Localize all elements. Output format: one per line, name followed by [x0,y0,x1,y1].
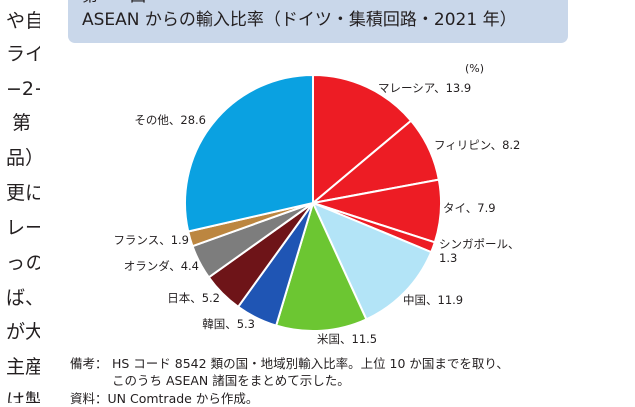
pie-slice-5 [275,202,368,333]
unit-label: (%) [465,62,484,75]
body-text-fragment: や自 [6,10,40,32]
body-text-fragment: 更に [6,182,40,204]
slice-label-0: マレーシア、13.9 [378,81,471,95]
chart-title: ASEAN からの輸入比率（ドイツ・集積回路・2021 年） [82,10,517,30]
figure-title-bar: 第 図 ASEAN からの輸入比率（ドイツ・集積回路・2021 年） [68,0,568,43]
body-text-fragment: は製 [6,390,40,403]
slice-label-2: タイ、7.9 [443,201,496,215]
body-text-fragment: 主産 [6,356,40,378]
body-text-fragment: ば、 [6,287,40,309]
slice-label-3: シンガポール、 1.3 [439,237,520,265]
body-text-fragment: レー [6,217,40,239]
note-line-1: HS コード 8542 類の国・地域別輸入比率。上位 10 か国までを取り、 [112,356,509,371]
pie-slice-0 [312,74,413,204]
pie-slice-4 [312,202,433,321]
note-line-2: このうち ASEAN 諸国をまとめて示した。 [112,373,350,388]
body-text-fragment-column: や自 ライ −2− 第 品） 更に レー っの ば、 が大 主産 は製 [0,0,40,403]
body-text-fragment: −2− [6,78,40,100]
body-text-fragment: ライ [6,43,40,65]
source-note: 資料：UN Comtrade から作成。 [70,391,259,406]
slice-label-7: 日本、5.2 [167,291,220,305]
figure-number-label: 第 図 [82,0,146,4]
body-text-fragment: が大 [6,321,40,343]
note-label: 備考： [70,356,108,371]
pie-slices [184,74,442,333]
slice-labels: マレーシア、13.9 フィリピン、8.2 タイ、7.9 シンガポール、 1.3 中国、11… [113,81,520,346]
slice-label-5: 米国、11.5 [317,332,377,346]
slice-label-8: オランダ、4.4 [124,259,199,273]
slice-label-9: フランス、1.9 [113,233,189,247]
body-text-fragment: っの [6,252,40,274]
slice-label-4: 中国、11.9 [403,293,463,307]
pie-slice-10 [184,74,314,233]
body-text-fragment: 第 [12,112,32,134]
slice-label-1: フィリピン、8.2 [434,138,520,152]
slice-label-6: 韓国、5.3 [202,317,255,331]
slice-label-10: その他、28.6 [134,113,206,127]
body-text-fragment: 品） [6,147,40,169]
